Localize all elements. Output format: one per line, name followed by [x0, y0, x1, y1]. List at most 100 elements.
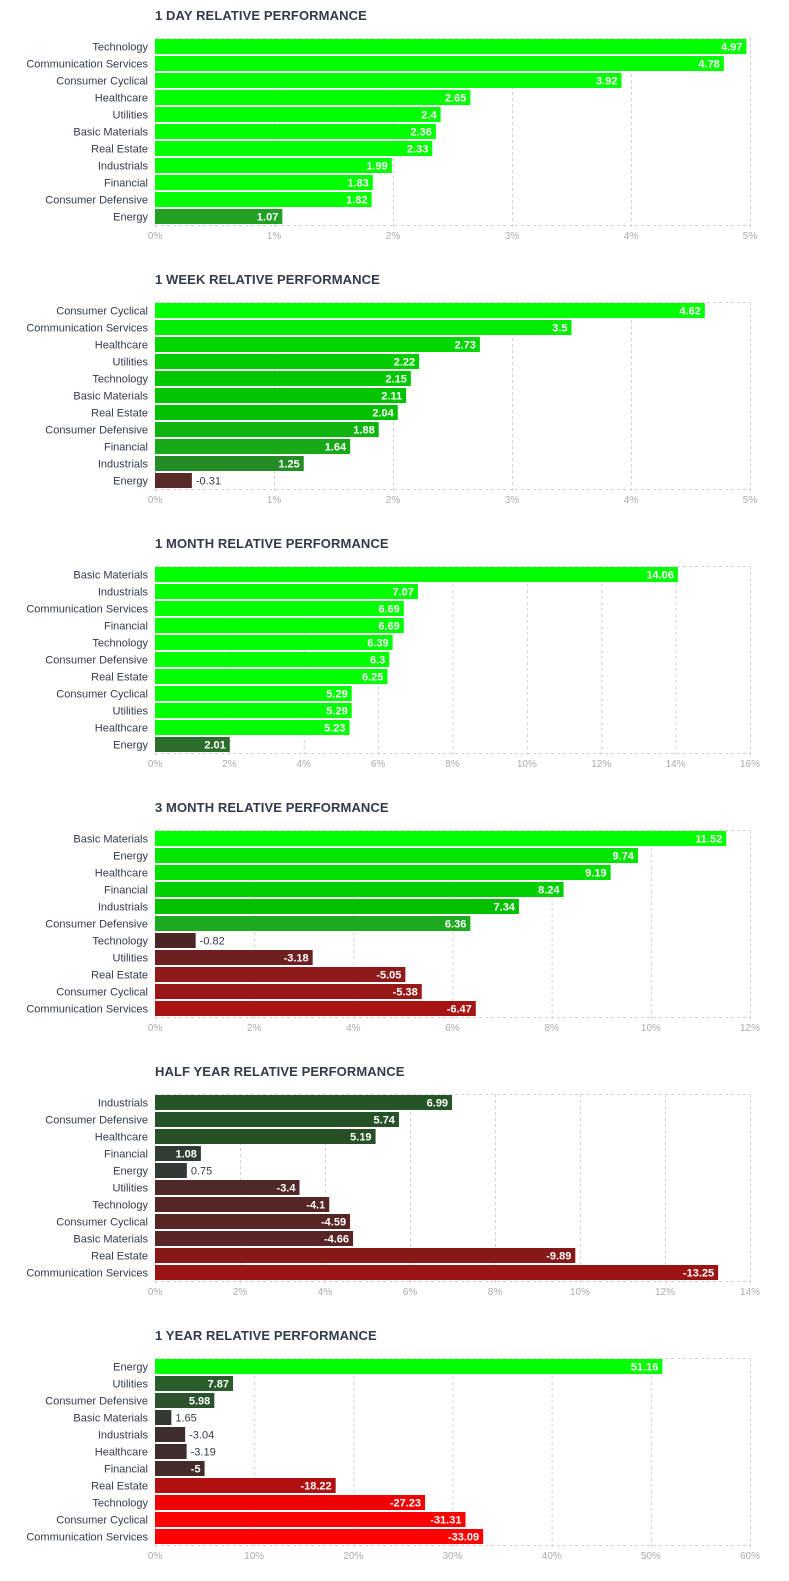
- category-label: Consumer Cyclical: [56, 689, 148, 701]
- x-tick-label: 0%: [148, 231, 163, 242]
- category-label: Communication Services: [26, 604, 148, 616]
- category-label: Financial: [104, 178, 148, 190]
- bar: [155, 720, 350, 735]
- value-label: 1.07: [257, 212, 278, 224]
- category-label: Real Estate: [91, 408, 148, 420]
- bar: [155, 1001, 476, 1016]
- value-label: 2.4: [421, 110, 437, 122]
- bar: [155, 848, 638, 863]
- bar: [155, 1529, 484, 1544]
- category-label: Communication Services: [26, 1532, 148, 1544]
- x-tick-label: 12%: [591, 759, 611, 770]
- category-label: Utilities: [113, 953, 149, 965]
- bar: [155, 1197, 330, 1212]
- bar: [155, 303, 705, 318]
- category-label: Consumer Defensive: [45, 1115, 148, 1127]
- category-label: Healthcare: [95, 93, 148, 105]
- bar: [155, 1163, 187, 1178]
- bar: [155, 1427, 186, 1442]
- x-tick-label: 1%: [267, 231, 282, 242]
- bar: [155, 567, 678, 582]
- bar: [155, 124, 436, 139]
- value-label: 1.82: [346, 195, 367, 207]
- value-label: 1.88: [353, 425, 374, 437]
- value-label: 6.39: [367, 638, 388, 650]
- category-label: Utilities: [113, 1379, 149, 1391]
- x-tick-label: 2%: [222, 759, 237, 770]
- value-label: 6.3: [370, 655, 385, 667]
- x-tick-label: 5%: [743, 495, 758, 506]
- value-label: -31.31: [430, 1515, 461, 1527]
- category-label: Financial: [104, 621, 148, 633]
- category-label: Consumer Defensive: [45, 919, 148, 931]
- x-tick-label: 60%: [740, 1551, 760, 1562]
- category-label: Industrials: [98, 1430, 149, 1442]
- category-label: Financial: [104, 885, 148, 897]
- bar: [155, 158, 392, 173]
- x-tick-label: 2%: [247, 1023, 262, 1034]
- value-label: 1.65: [175, 1413, 196, 1425]
- category-label: Real Estate: [91, 672, 148, 684]
- value-label: -4.66: [324, 1234, 349, 1246]
- bar: [155, 652, 390, 667]
- x-tick-label: 6%: [371, 759, 386, 770]
- x-tick-label: 10%: [517, 759, 537, 770]
- chart-title: HALF YEAR RELATIVE PERFORMANCE: [155, 1064, 405, 1079]
- category-label: Industrials: [98, 1098, 149, 1110]
- value-label: -3.19: [191, 1447, 216, 1459]
- bar: [155, 1265, 719, 1280]
- bar: [155, 354, 420, 369]
- value-label: 14.06: [646, 570, 674, 582]
- category-label: Energy: [113, 740, 148, 752]
- bar: [155, 1512, 466, 1527]
- category-label: Consumer Defensive: [45, 1396, 148, 1408]
- bar: [155, 984, 422, 999]
- bar: [155, 175, 373, 190]
- category-label: Consumer Defensive: [45, 425, 148, 437]
- category-label: Consumer Cyclical: [56, 306, 148, 318]
- value-label: 8.24: [538, 885, 560, 897]
- category-label: Technology: [92, 374, 148, 386]
- value-label: 4.97: [721, 42, 742, 54]
- bar: [155, 1146, 201, 1161]
- x-tick-label: 10%: [570, 1287, 590, 1298]
- bar: [155, 107, 441, 122]
- category-label: Communication Services: [26, 1004, 148, 1016]
- category-label: Real Estate: [91, 1251, 148, 1263]
- category-label: Consumer Cyclical: [56, 76, 148, 88]
- category-label: Communication Services: [26, 1268, 148, 1280]
- bar: [155, 831, 727, 846]
- value-label: -9.89: [546, 1251, 571, 1263]
- bar: [155, 439, 351, 454]
- value-label: 9.19: [585, 868, 606, 880]
- bar: [155, 405, 398, 420]
- bar: [155, 916, 471, 931]
- value-label: 2.73: [454, 340, 475, 352]
- category-label: Healthcare: [95, 723, 148, 735]
- value-label: -4.59: [321, 1217, 346, 1229]
- bar: [155, 337, 480, 352]
- bar: [155, 703, 352, 718]
- category-label: Industrials: [98, 459, 149, 471]
- value-label: 2.22: [394, 357, 415, 369]
- x-tick-label: 14%: [666, 759, 686, 770]
- bar: [155, 686, 352, 701]
- x-tick-label: 16%: [740, 759, 760, 770]
- bar: [155, 967, 406, 982]
- bar: [155, 456, 304, 471]
- category-label: Real Estate: [91, 970, 148, 982]
- category-label: Industrials: [98, 902, 149, 914]
- x-tick-label: 0%: [148, 1023, 163, 1034]
- bar: [155, 141, 433, 156]
- value-label: 9.74: [613, 851, 635, 863]
- bar: [155, 737, 230, 752]
- value-label: -33.09: [448, 1532, 479, 1544]
- category-label: Energy: [113, 212, 148, 224]
- value-label: 1.64: [325, 442, 347, 454]
- chart-1-week: 1 WEEK RELATIVE PERFORMANCE 0% 1% 2% 3% 4% 5%…: [0, 272, 789, 522]
- value-label: 6.25: [362, 672, 383, 684]
- bar: [155, 950, 313, 965]
- category-label: Energy: [113, 476, 148, 488]
- category-label: Energy: [113, 1362, 148, 1374]
